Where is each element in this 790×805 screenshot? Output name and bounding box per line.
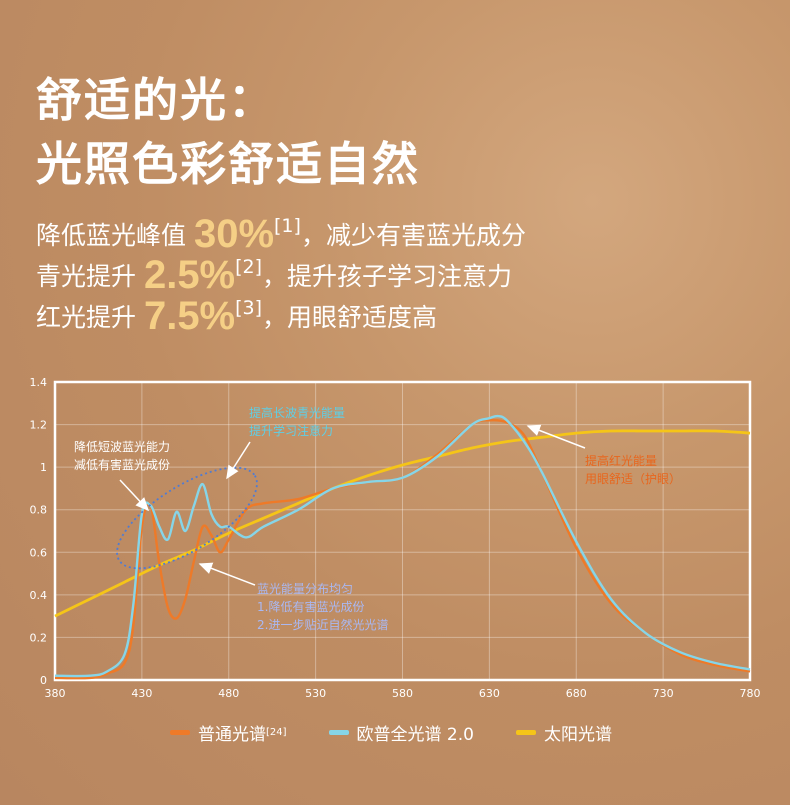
series-sun-line [54, 429, 751, 618]
claim-percent: 30% [193, 212, 275, 256]
annotation-red-line1: 提高红光能量 [585, 453, 657, 468]
y-axis-ticks: 0 0.2 0.4 0.6 0.8 1 1.2 1.4 [30, 376, 48, 687]
arrow-even [198, 562, 256, 586]
claim-text: 青光提升 [36, 262, 144, 291]
plot-frame [53, 380, 752, 682]
legend-item-sun: 太阳光谱 [515, 720, 612, 745]
claim-text: ，提升孩子学习注意力 [262, 262, 513, 291]
annotation-short-wave-line2: 减低有害蓝光成份 [74, 457, 170, 472]
claim-text: 降低蓝光峰值 [36, 221, 194, 250]
annotation-red-line2: 用眼舒适（护眼） [585, 472, 681, 486]
claim-text: ，减少有害蓝光成分 [300, 221, 526, 250]
y-tick-label: 0 [40, 674, 47, 687]
annotation-even-line3: 2.进一步贴近自然光光谱 [257, 617, 388, 632]
arrow-red [526, 424, 586, 449]
x-tick-label: 430 [131, 687, 152, 700]
y-tick-label: 1.2 [30, 419, 48, 432]
legend-swatch [170, 730, 190, 735]
annotation-long-wave-line1: 提高长波青光能量 [249, 405, 345, 420]
claim-text: ，用眼舒适度高 [262, 303, 438, 332]
annotation-even-line2: 1.降低有害蓝光成份 [257, 599, 364, 614]
claim-percent: 2.5% [143, 253, 236, 297]
spectrum-chart: 0 0.2 0.4 0.6 0.8 1 1.2 1.4 380 430 480 530 580 630 6… [30, 376, 761, 700]
claim-red: 红光提升 7.5%[3]，用眼舒适度高 [36, 288, 526, 337]
chart-grid [53, 380, 752, 682]
y-tick-label: 1.4 [30, 376, 48, 389]
x-tick-label: 380 [45, 687, 66, 700]
claim-text: 红光提升 [36, 303, 144, 332]
page-title: 舒适的光： 光照色彩舒适自然 [36, 68, 420, 196]
x-tick-label: 480 [218, 687, 239, 700]
annotation-even-line1: 蓝光能量分布均匀 [257, 582, 353, 596]
arrow-long-wave [226, 441, 251, 480]
x-tick-label: 630 [479, 687, 500, 700]
legend-label: 普通光谱 [198, 725, 266, 745]
title-line-2: 光照色彩舒适自然 [36, 137, 420, 191]
y-tick-label: 0.2 [30, 631, 48, 644]
claim-ref: [1] [274, 215, 301, 237]
x-tick-label: 780 [740, 687, 761, 700]
legend-swatch [328, 730, 349, 735]
y-tick-label: 1 [40, 461, 47, 474]
legend-label: 欧普全光谱 2.0 [356, 725, 474, 745]
legend-label: 太阳光谱 [543, 725, 612, 745]
x-axis-ticks: 380 430 480 530 580 630 680 730 780 [45, 687, 761, 700]
x-tick-label: 730 [653, 687, 674, 700]
y-tick-label: 0.6 [30, 546, 48, 559]
claim-blue-peak: 降低蓝光峰值 30%[1]，减少有害蓝光成分 [36, 206, 526, 255]
x-tick-label: 580 [392, 687, 413, 700]
legend-item-oupu: 欧普全光谱 2.0 [328, 720, 474, 745]
y-tick-label: 0.8 [30, 504, 48, 517]
legend-swatch [515, 730, 536, 735]
x-tick-label: 680 [566, 687, 587, 700]
title-line-1: 舒适的光： [36, 73, 276, 127]
claims-list: 降低蓝光峰值 30%[1]，减少有害蓝光成分 青光提升 2.5%[2]，提升孩子… [36, 206, 526, 337]
legend-ref: [24] [266, 727, 287, 738]
claim-ref: [2] [235, 256, 263, 278]
legend-item-ordinary: 普通光谱 [24] [170, 720, 287, 745]
claim-percent: 7.5% [143, 294, 236, 338]
annotation-long-wave-line2: 提升学习注意力 [249, 423, 333, 438]
claim-ref: [3] [235, 297, 263, 319]
chart-legend: 普通光谱 [24] 欧普全光谱 2.0 太阳光谱 [170, 720, 654, 745]
x-tick-label: 530 [305, 687, 326, 700]
claim-cyan: 青光提升 2.5%[2]，提升孩子学习注意力 [36, 247, 526, 296]
y-tick-label: 0.4 [30, 589, 48, 602]
arrow-short-wave [119, 479, 150, 512]
annotation-short-wave-line1: 降低短波蓝光能力 [74, 440, 170, 454]
series-ordinary-line [54, 418, 751, 680]
